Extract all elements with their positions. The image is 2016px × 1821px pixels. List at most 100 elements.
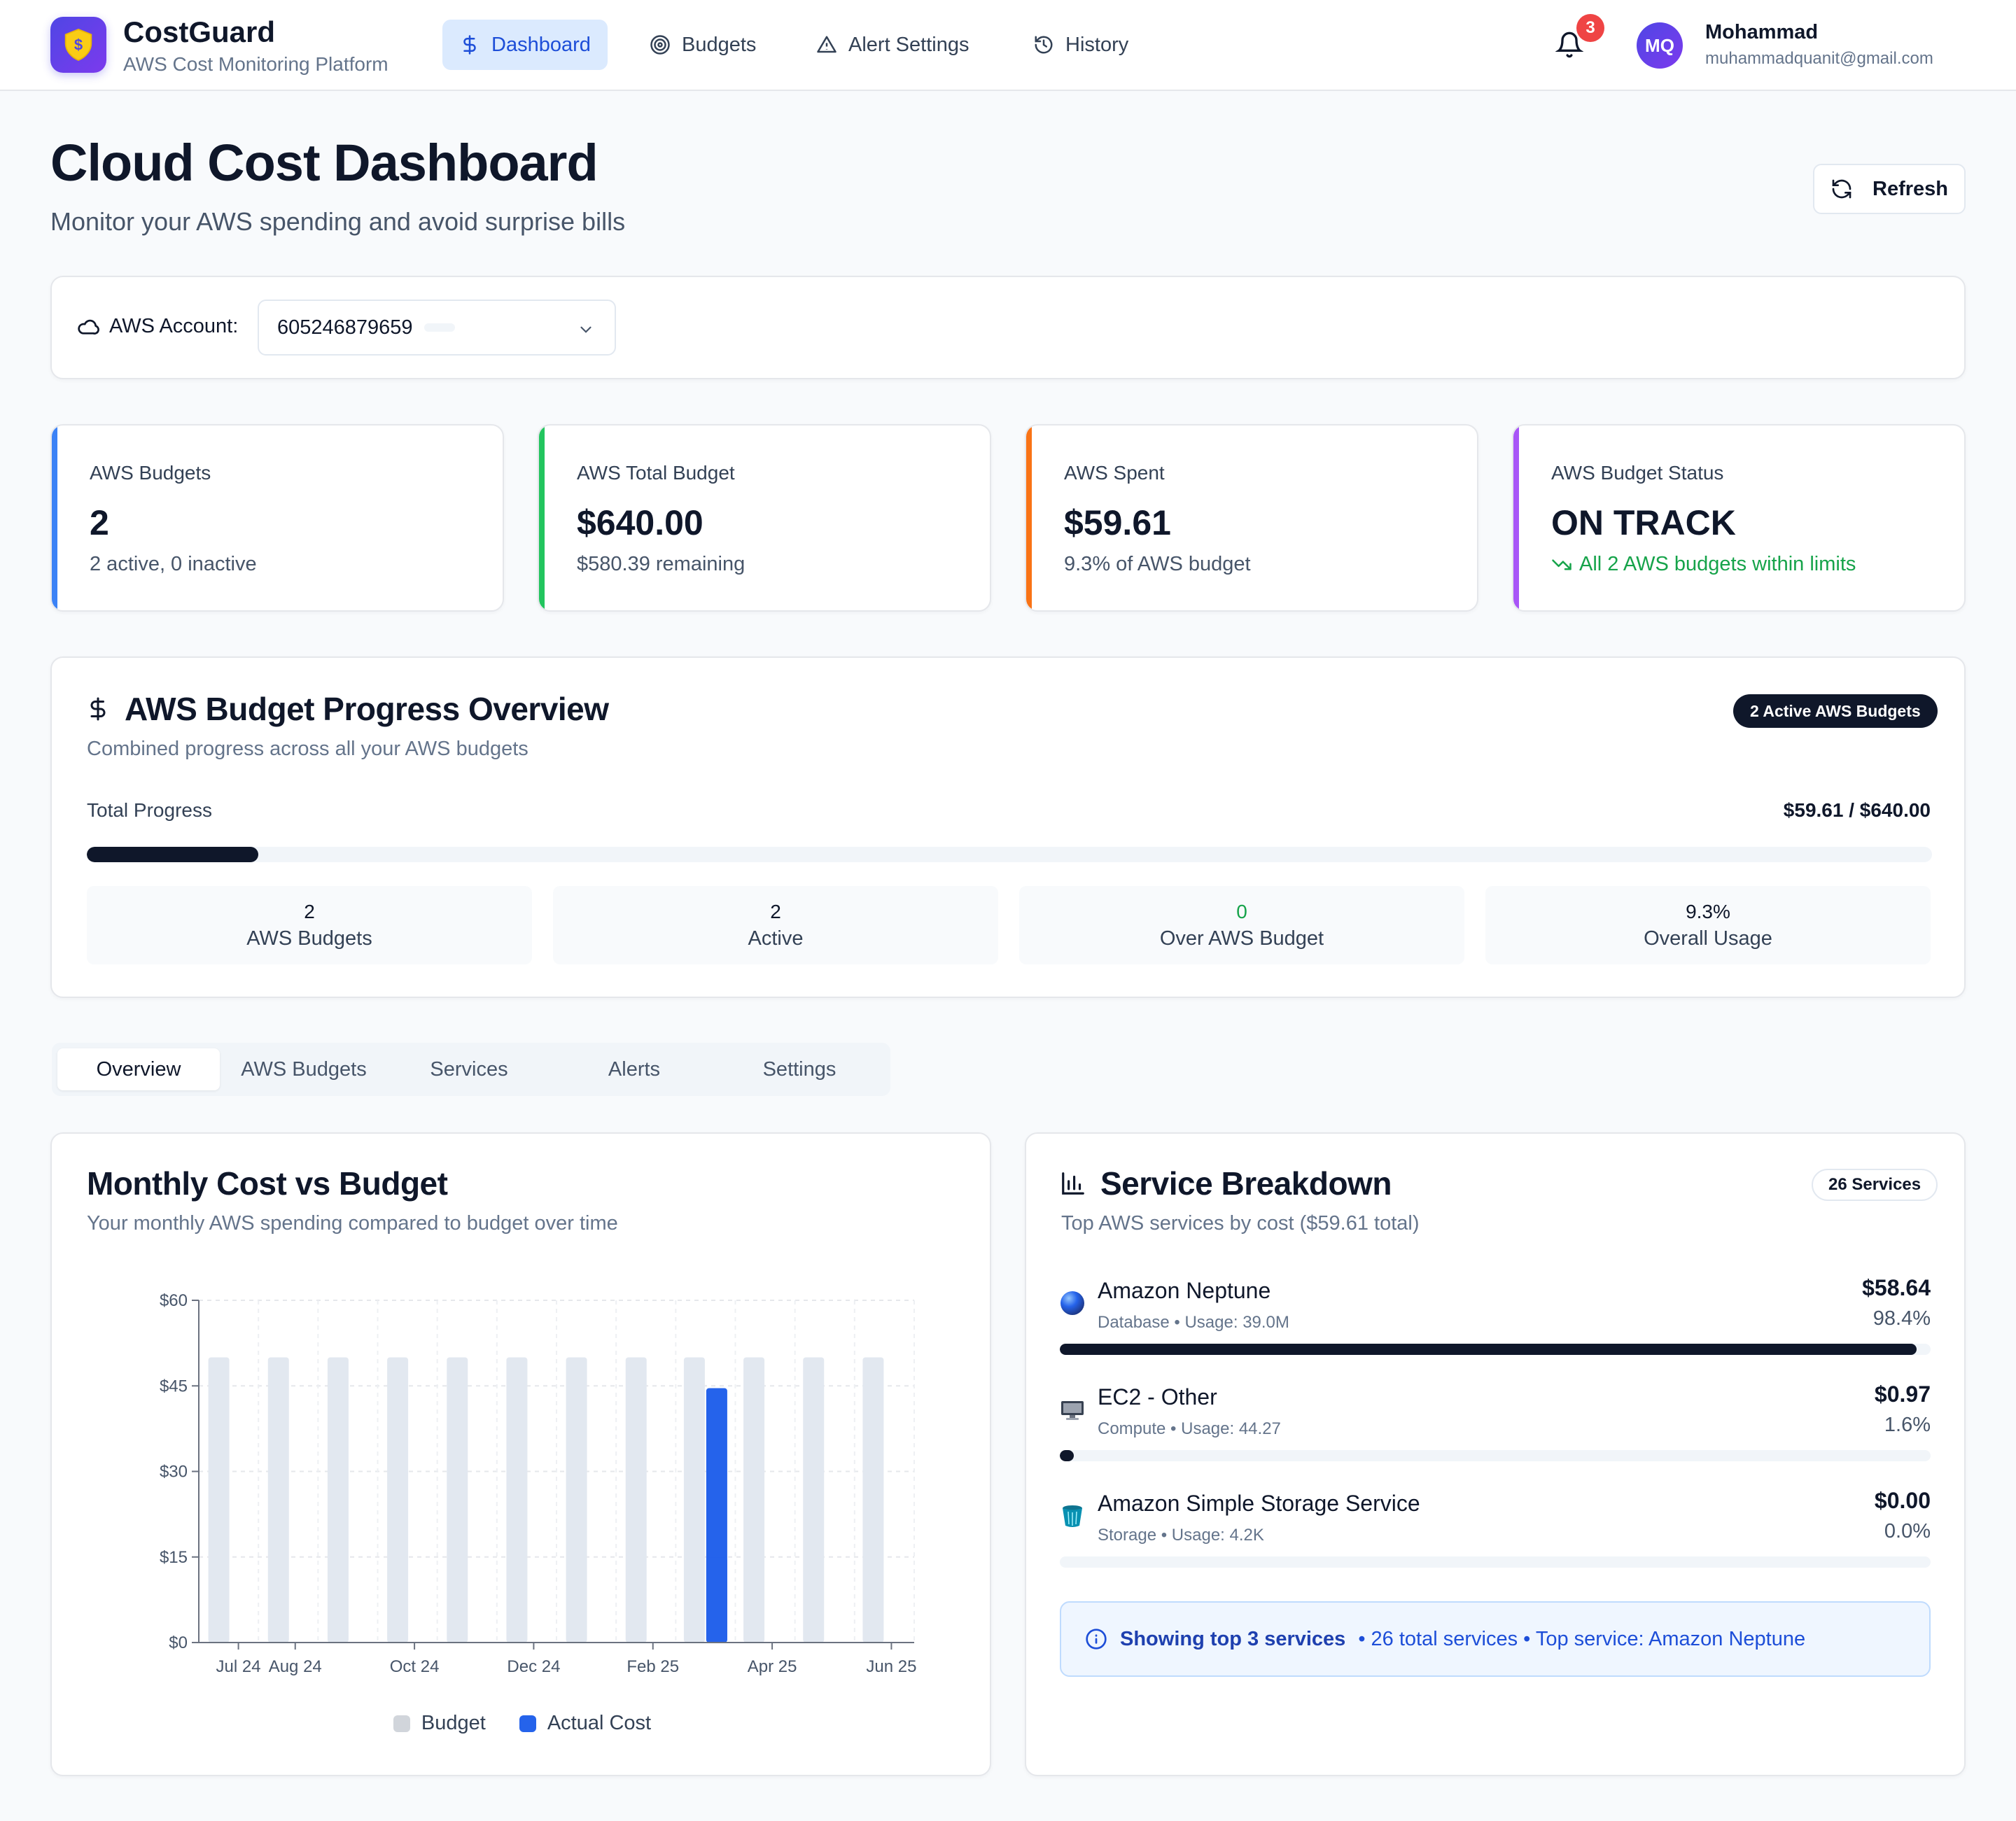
nav-budgets[interactable]: Budgets: [633, 20, 773, 70]
budget-bar: [625, 1357, 647, 1643]
mini-stat-budgets: 2 AWS Budgets: [87, 886, 532, 964]
legend-budget-label: Budget: [421, 1712, 486, 1734]
brand-subtitle: AWS Cost Monitoring Platform: [123, 53, 388, 75]
chevron-down-icon: [580, 326, 592, 333]
dollar-icon: [90, 697, 106, 721]
nav-alert-settings[interactable]: Alert Settings: [799, 20, 986, 70]
stat-note: All 2 AWS budgets within limits: [1551, 553, 1856, 576]
account-card: AWS Account: 605246879659: [50, 276, 1966, 379]
budget-bar: [803, 1357, 825, 1643]
refresh-icon: [1832, 179, 1851, 199]
info-strong-text: Showing top 3 services: [1120, 1627, 1346, 1650]
legend-actual-cost[interactable]: Actual Cost: [519, 1712, 651, 1735]
stat-label: AWS Total Budget: [577, 462, 735, 484]
budget-bar: [683, 1357, 705, 1643]
target-icon: [650, 35, 670, 55]
stat-note: 2 active, 0 inactive: [90, 553, 257, 575]
user-email: muhammadquanit@gmail.com: [1705, 49, 1933, 68]
legend-actual-label: Actual Cost: [547, 1712, 652, 1734]
mini-stat-value: 2: [304, 900, 315, 922]
stat-accent: [1513, 426, 1519, 610]
services-title: Service Breakdown: [1060, 1165, 1392, 1202]
bar-chart-icon: [1062, 1172, 1084, 1195]
budget-bar: [447, 1357, 468, 1643]
service-percent: 0.0%: [1884, 1520, 1931, 1542]
budget-bar: [387, 1357, 409, 1643]
monthly-cost-card: Monthly Cost vs Budget Your monthly AWS …: [50, 1132, 991, 1776]
progress-title: AWS Budget Progress Overview: [85, 690, 609, 728]
y-tick-label: $60: [160, 1291, 188, 1310]
refresh-label: Refresh: [1872, 177, 1948, 200]
service-bar: [1060, 1344, 1931, 1355]
tab-settings[interactable]: Settings: [762, 1057, 836, 1081]
legend-budget[interactable]: Budget: [393, 1712, 486, 1735]
service-name: Amazon Neptune: [1098, 1278, 1271, 1303]
y-tick-label: $15: [160, 1548, 188, 1567]
service-row-ec2-other[interactable]: EC2 - Other Compute • Usage: 44.27 $0.97…: [1060, 1380, 1931, 1471]
monthly-bar-chart: $0 $15 $30 $45 $60 Jul 24 Aug 24 Oct 24 Dec 24 Fe…: [160, 1291, 916, 1676]
nav-alert-settings-label: Alert Settings: [848, 33, 969, 56]
shield-logo-icon[interactable]: $: [50, 17, 106, 73]
stat-label: AWS Budgets: [90, 462, 211, 484]
tab-services[interactable]: Services: [430, 1057, 508, 1081]
mini-stat-label: Overall Usage: [1644, 927, 1772, 950]
stat-value: ON TRACK: [1551, 503, 1736, 542]
stat-label: AWS Spent: [1064, 462, 1165, 484]
budget-bar: [862, 1357, 884, 1643]
nav-dashboard[interactable]: Dashboard: [442, 20, 608, 70]
x-tick-label: Aug 24: [269, 1657, 322, 1676]
globe-icon: [1060, 1291, 1084, 1315]
stat-accent: [1026, 426, 1032, 610]
bell-icon[interactable]: [1555, 31, 1583, 59]
tab-aws-budgets[interactable]: AWS Budgets: [241, 1057, 367, 1081]
tab-alerts[interactable]: Alerts: [608, 1057, 661, 1081]
info-icon: [1086, 1629, 1107, 1650]
monthly-title: Monthly Cost vs Budget: [87, 1165, 448, 1202]
brand-name: CostGuard: [123, 15, 276, 48]
refresh-button[interactable]: Refresh: [1813, 164, 1966, 214]
page-subtitle: Monitor your AWS spending and avoid surp…: [50, 207, 626, 236]
history-icon: [1035, 36, 1053, 54]
y-tick-label: $0: [169, 1633, 188, 1652]
mini-stat-value: 9.3%: [1686, 900, 1730, 922]
account-select[interactable]: 605246879659: [258, 300, 616, 356]
top-navigation-bar: $ CostGuard AWS Cost Monitoring Platform…: [0, 0, 2016, 91]
service-row-s3[interactable]: Amazon Simple Storage Service Storage • …: [1060, 1486, 1931, 1577]
warning-icon: [817, 36, 836, 53]
service-row-neptune[interactable]: Amazon Neptune Database • Usage: 39.0M $…: [1060, 1274, 1931, 1365]
mini-stat-value: 0: [1236, 900, 1247, 922]
mini-stat-overall-usage: 9.3% Overall Usage: [1485, 886, 1931, 964]
service-bar-fill: [1060, 1344, 1917, 1355]
budget-bar: [743, 1357, 765, 1643]
mini-stat-over-budget: 0 Over AWS Budget: [1019, 886, 1464, 964]
mini-stat-label: AWS Budgets: [246, 927, 372, 950]
services-title-text: Service Breakdown: [1100, 1165, 1392, 1202]
stat-accent: [52, 426, 57, 610]
service-cost: $0.97: [1874, 1381, 1931, 1407]
computer-icon: [1061, 1401, 1084, 1420]
x-tick-label: Jul 24: [216, 1657, 261, 1676]
budget-bar: [566, 1357, 587, 1643]
stat-card-status: AWS Budget Status ON TRACK All 2 AWS bud…: [1512, 424, 1966, 612]
total-progress-label: Total Progress: [87, 799, 212, 821]
stat-accent: [539, 426, 545, 610]
nav-history-label: History: [1065, 33, 1129, 56]
services-count-badge: 26 Services: [1812, 1169, 1938, 1201]
total-progress-bar: [87, 847, 1932, 862]
stat-label: AWS Budget Status: [1551, 462, 1724, 484]
tab-overview[interactable]: Overview: [57, 1048, 220, 1090]
active-budgets-badge: 2 Active AWS Budgets: [1733, 694, 1938, 728]
chart-legend: Budget Actual Cost: [52, 1712, 993, 1735]
progress-subtitle: Combined progress across all your AWS bu…: [87, 738, 528, 760]
service-breakdown-card: Service Breakdown 26 Services Top AWS se…: [1025, 1132, 1966, 1776]
x-tick-label: Oct 24: [390, 1657, 440, 1676]
bucket-icon: [1063, 1505, 1082, 1527]
avatar[interactable]: MQ: [1637, 22, 1683, 69]
total-progress-fill: [87, 847, 259, 862]
nav-budgets-label: Budgets: [682, 33, 757, 56]
nav-history[interactable]: History: [1016, 20, 1145, 70]
service-meta: Storage • Usage: 4.2K: [1098, 1526, 1264, 1545]
stat-note-text: All 2 AWS budgets within limits: [1579, 553, 1856, 575]
mini-stat-value: 2: [770, 900, 781, 922]
user-name: Mohammad: [1705, 21, 1819, 43]
